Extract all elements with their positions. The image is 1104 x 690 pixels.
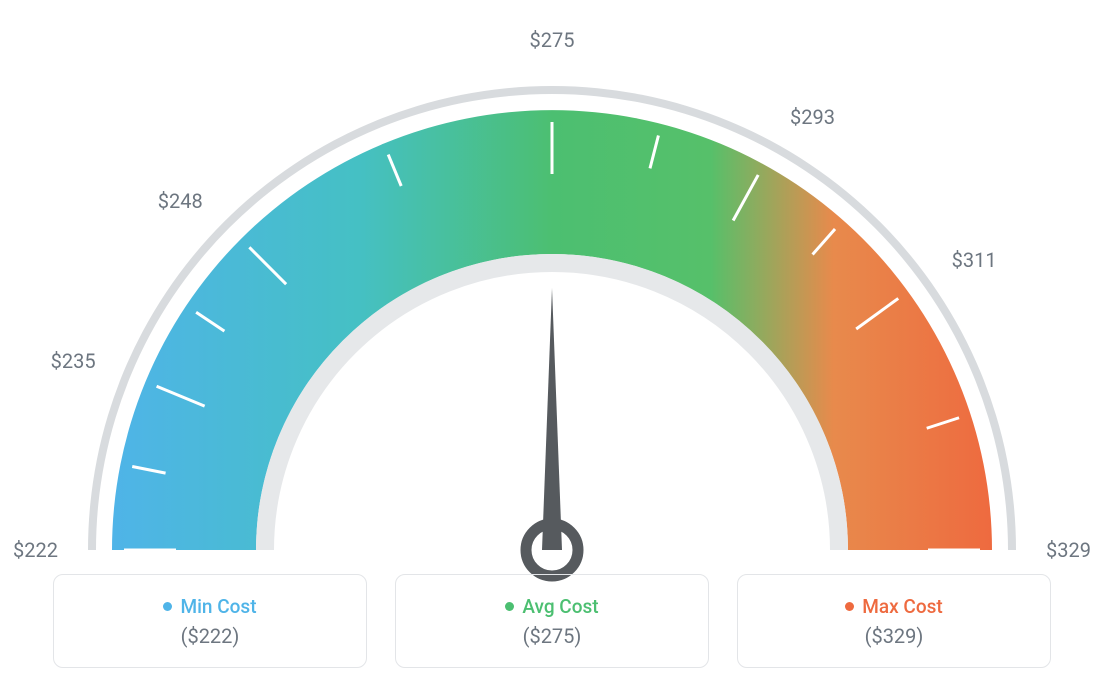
legend-row: Min Cost ($222) Avg Cost ($275) Max Cost ($32…: [53, 574, 1051, 668]
legend-title: Max Cost: [845, 595, 942, 618]
gauge-tick-label: $329: [1046, 538, 1091, 562]
legend-dot-icon: [505, 602, 514, 611]
legend-card: Max Cost ($329): [737, 574, 1051, 668]
gauge-tick-label: $222: [13, 538, 58, 562]
gauge-svg: [52, 30, 1052, 590]
legend-value: ($275): [523, 624, 582, 648]
gauge-tick-label: $275: [530, 28, 575, 52]
gauge-tick-label: $248: [158, 189, 203, 213]
legend-title: Avg Cost: [505, 595, 598, 618]
gauge-tick-label: $235: [51, 349, 96, 373]
cost-gauge-chart: $222$235$248$275$293$311$329: [52, 30, 1052, 590]
legend-title-text: Max Cost: [862, 595, 942, 618]
legend-card: Min Cost ($222): [53, 574, 367, 668]
legend-dot-icon: [163, 602, 172, 611]
gauge-tick-label: $293: [790, 105, 835, 129]
legend-card: Avg Cost ($275): [395, 574, 709, 668]
legend-title-text: Avg Cost: [522, 595, 598, 618]
legend-title-text: Min Cost: [180, 595, 256, 618]
legend-value: ($222): [181, 624, 240, 648]
legend-dot-icon: [845, 602, 854, 611]
legend-title: Min Cost: [163, 595, 256, 618]
legend-value: ($329): [865, 624, 924, 648]
gauge-tick-label: $311: [952, 248, 997, 272]
